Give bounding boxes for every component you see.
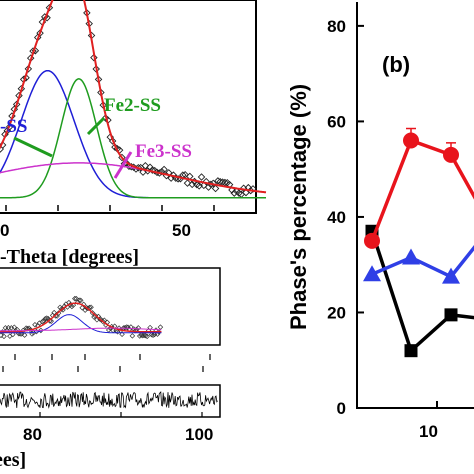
- y-tick-label: 20: [327, 303, 346, 322]
- fe2-ss-pointer: [86, 116, 106, 136]
- data-point: [144, 333, 150, 340]
- data-point: [146, 163, 154, 172]
- data-point: [160, 165, 168, 174]
- series-marker-black: [404, 344, 418, 358]
- data-point: [94, 75, 103, 84]
- bottom-left-magenta-curve: [0, 327, 162, 332]
- residual-frame: [0, 384, 221, 418]
- bottom-left-xtick-80: 80: [23, 425, 42, 444]
- data-point: [5, 324, 12, 331]
- fe2-ss-label: Fe2-SS: [104, 95, 161, 116]
- bragg-tick-marks: [2, 354, 211, 372]
- data-point: [230, 189, 239, 197]
- data-point: [11, 324, 18, 330]
- series-marker-blue: [442, 267, 460, 284]
- data-point: [1, 333, 7, 340]
- series-marker-red: [403, 132, 419, 149]
- fe1-ss-pointer: [13, 136, 53, 158]
- top-left-x-axis-label: 2-Theta [degrees]: [0, 246, 139, 268]
- data-point: [10, 331, 16, 338]
- data-point: [99, 101, 107, 109]
- fe1-ss-label: -SS: [0, 116, 27, 137]
- bottom-left-plot-frame: [0, 267, 221, 346]
- data-point: [97, 88, 105, 97]
- top-left-xtick-50: 50: [172, 221, 191, 240]
- panel-b: 0 20 40 60 80 10 Phase's percentage (%) (b): [286, 2, 474, 441]
- series-line-blue: [371, 245, 474, 279]
- y-tick-label: 0: [337, 399, 346, 418]
- y-tick-label: 40: [327, 208, 346, 227]
- series-line-black: [370, 230, 474, 354]
- y-tick-label: 80: [327, 17, 346, 36]
- data-point: [186, 172, 194, 181]
- fe3-ss-pointer: [113, 151, 133, 179]
- data-point: [211, 184, 220, 193]
- top-left-panel: -SS Fe2-SS Fe3-SS 0 50 2-Theta [degrees]: [0, 0, 267, 268]
- data-point: [195, 182, 203, 190]
- bottom-left-blue-curve: [0, 314, 162, 334]
- data-point: [77, 297, 84, 304]
- data-point: [88, 304, 94, 310]
- y-tick-label: 60: [327, 112, 346, 131]
- bottom-left-xtick-100: 100: [185, 425, 213, 444]
- data-point: [188, 180, 196, 189]
- bottom-left-ticks: [39, 412, 203, 417]
- data-point: [76, 297, 82, 304]
- panel-b-y-ticks: 0 20 40 60 80: [327, 17, 364, 418]
- panel-b-xtick-label-10: 10: [419, 422, 438, 441]
- fe3-ss-label: Fe3-SS: [135, 141, 192, 162]
- fe1-ss-curve: [0, 69, 266, 199]
- panel-b-label: (b): [382, 52, 410, 77]
- data-point: [129, 333, 136, 339]
- fe2-ss-curve: [0, 78, 266, 199]
- data-point: [7, 333, 13, 339]
- fit-curve: [0, 0, 267, 194]
- data-point: [69, 303, 75, 310]
- top-left-ticks: [5, 205, 215, 211]
- panel-b-y-axis-label: Phase's percentage (%): [286, 84, 311, 330]
- data-point: [139, 332, 146, 339]
- series-marker-red: [443, 146, 459, 163]
- data-point: [105, 327, 112, 333]
- data-point: [72, 295, 78, 302]
- data-point: [197, 173, 206, 181]
- top-left-plot-frame: [0, 0, 257, 214]
- top-left-xtick-0: 0: [0, 221, 9, 240]
- data-point: [246, 186, 255, 195]
- series-marker-blue: [363, 265, 381, 282]
- residual-curve: [0, 391, 218, 409]
- series-marker-blue: [402, 248, 420, 265]
- data-point: [21, 332, 28, 338]
- data-point: [83, 9, 91, 17]
- data-point: [57, 304, 63, 311]
- data-point: [41, 318, 47, 324]
- data-point: [157, 324, 164, 330]
- series-line-red: [370, 138, 474, 242]
- panel-b-series: [363, 127, 474, 358]
- series-marker-red: [364, 232, 380, 249]
- bottom-left-panel: 80 100 ees]: [0, 267, 221, 471]
- data-point: [223, 178, 232, 187]
- series-marker-black: [444, 308, 458, 322]
- bottom-left-x-axis-label: ees]: [0, 449, 26, 471]
- data-point: [204, 183, 213, 191]
